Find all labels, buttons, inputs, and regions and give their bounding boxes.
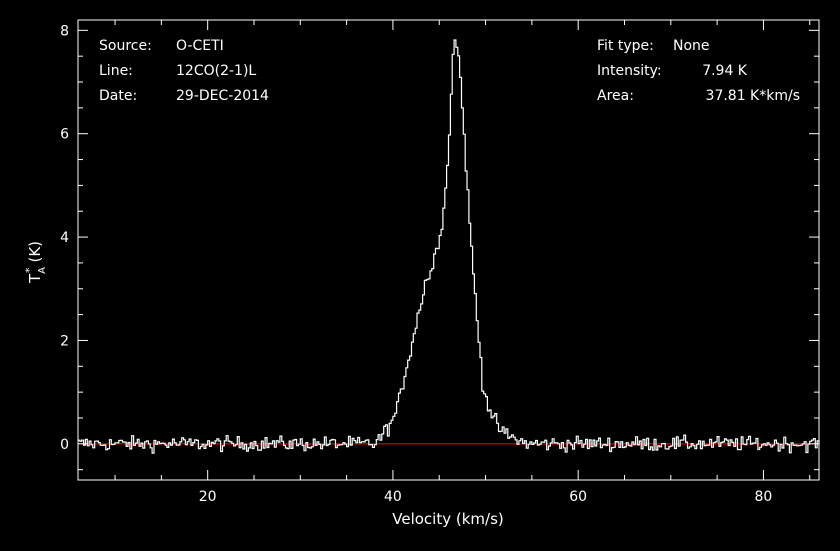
y-axis-label-unit: (K) [26,241,44,263]
y-axis-label-main: T [26,273,44,284]
annotation-area-value: 37.81 K*km/s [706,88,800,104]
y-tick-label-8: 8 [60,23,69,39]
x-tick-label-60: 60 [569,489,587,505]
annotation-date-value: 29-DEC-2014 [176,88,269,104]
annotations-right: Fit type: None Intensity: 7.94 K Area: 3… [597,38,800,104]
annotation-date-key: Date: [99,88,137,104]
annotation-fit-key: Fit type: [597,38,654,54]
y-axis-label: TA* (K) [23,241,48,284]
spectrum-line [78,39,820,454]
x-tick-label-40: 40 [384,489,402,505]
annotation-source-value: O-CETI [176,38,224,54]
svg-text:TA*(K): TA* (K) [23,241,48,284]
annotation-line-value: 12CO(2-1)L [176,63,256,79]
x-tick-label-80: 80 [755,489,773,505]
annotation-fit-value: None [673,38,710,54]
plot-area [78,39,820,454]
annotation-line-key: Line: [99,63,133,79]
y-tick-label-0: 0 [60,437,69,453]
annotations-left: Source: O-CETI Line: 12CO(2-1)L Date: 29… [99,38,269,104]
annotation-intensity-value: 7.94 K [702,63,748,79]
y-tick-label-6: 6 [60,127,69,143]
x-axis-label: Velocity (km/s) [392,510,503,528]
y-tick-label-2: 2 [60,333,69,349]
plot-frame [77,19,820,481]
annotation-intensity-key: Intensity: [597,63,662,79]
axis-ticks: 20 40 60 80 0 2 4 6 8 [60,20,819,505]
annotation-area-key: Area: [597,88,634,104]
annotation-source-key: Source: [99,38,152,54]
y-axis-label-superscript: * [23,267,36,273]
x-tick-label-20: 20 [199,489,217,505]
y-tick-label-4: 4 [60,230,69,246]
y-axis-label-subscript: A [37,267,48,274]
